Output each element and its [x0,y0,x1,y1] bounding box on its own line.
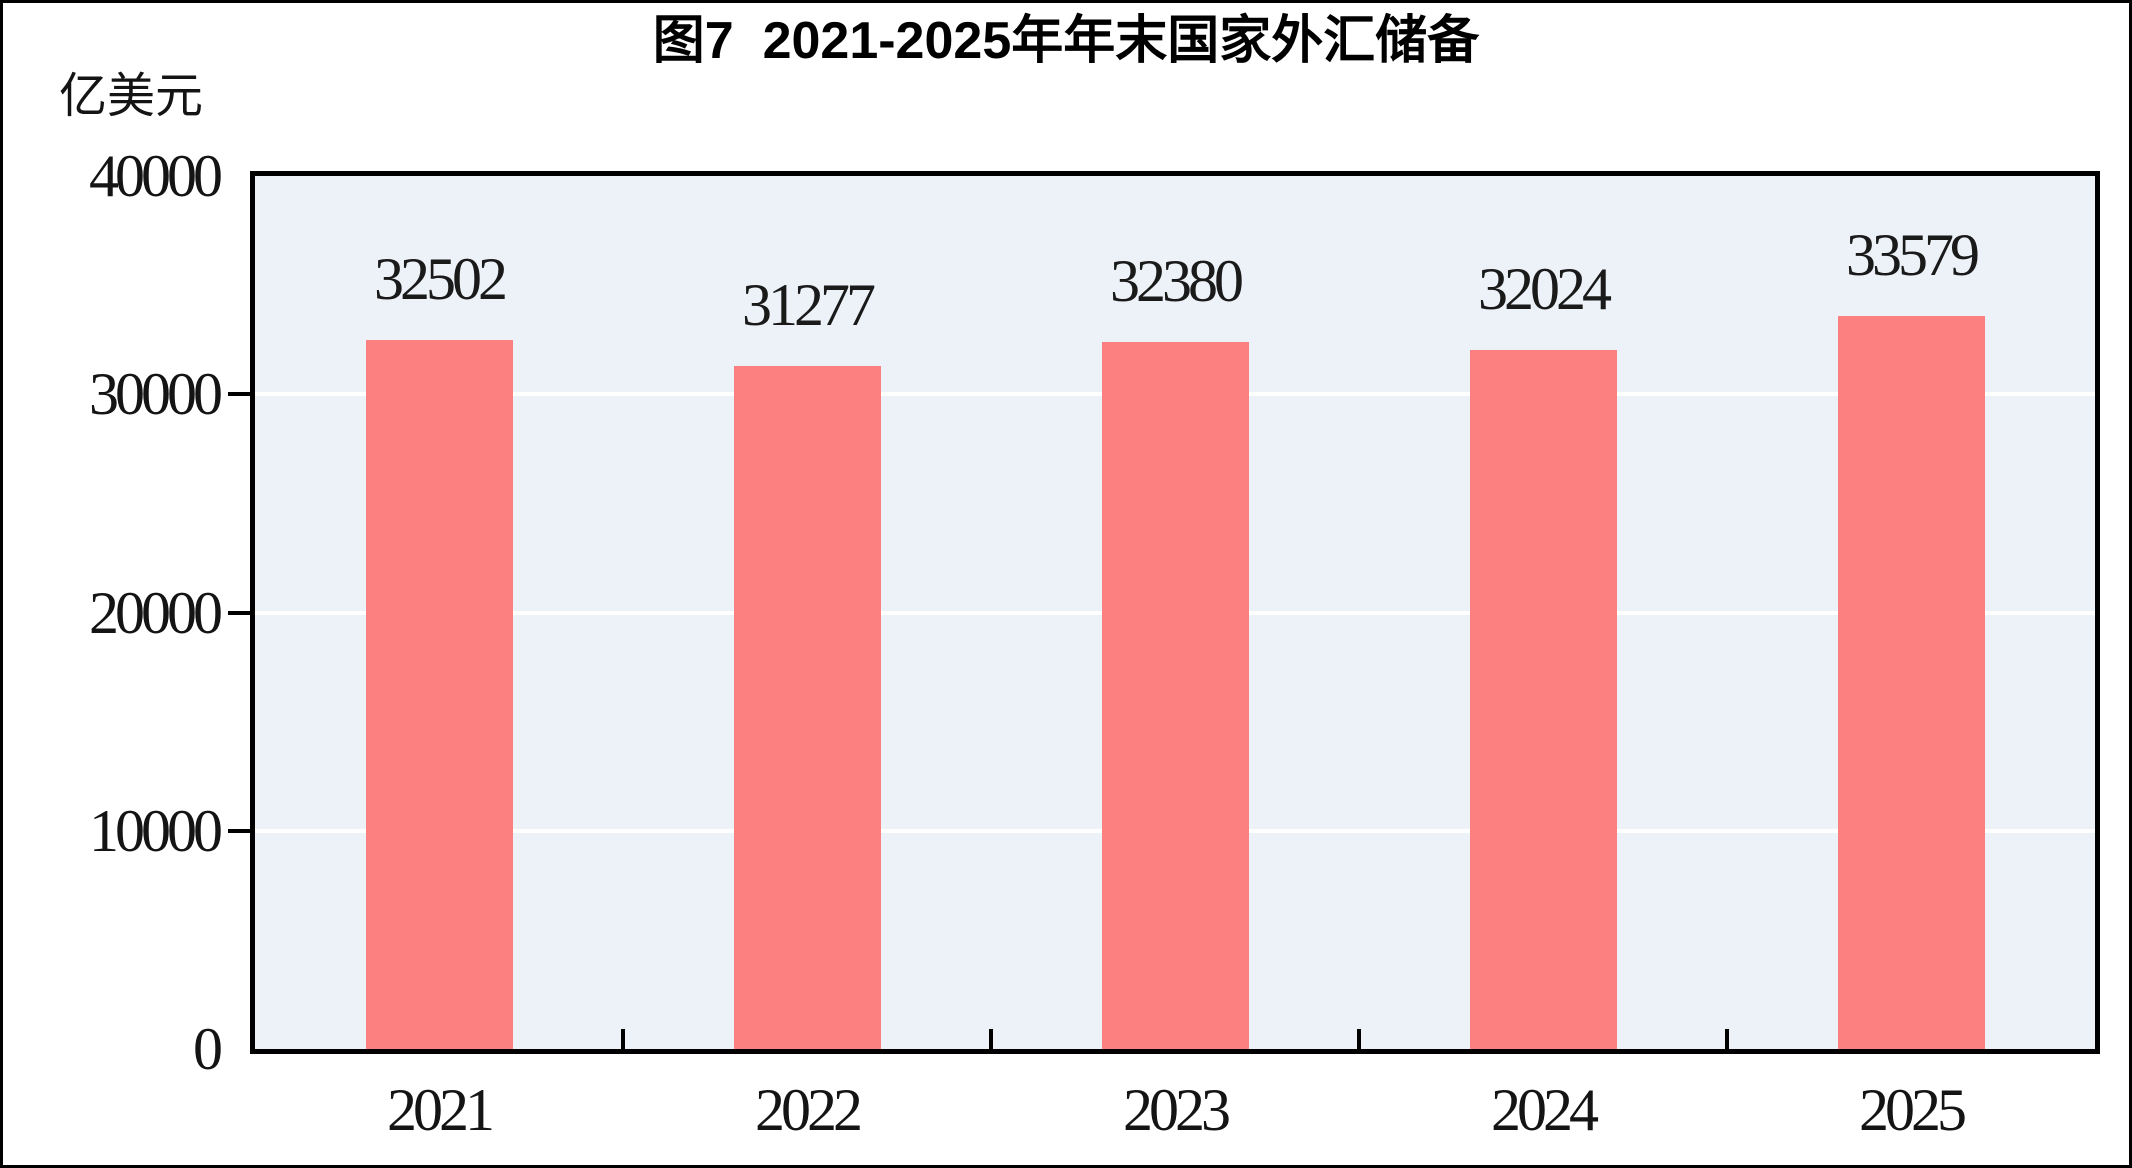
x-axis-tick [989,1029,993,1049]
bar [1101,342,1249,1049]
x-axis-label: 2025 [1859,1077,1967,1143]
bar-value-label: 33579 [1846,222,1980,289]
x-axis-label: 2023 [1123,1077,1231,1143]
y-axis-tick [228,828,250,833]
bar [1469,350,1617,1049]
x-axis-label: 2022 [755,1077,863,1143]
bar-value-label: 32024 [1478,256,1612,323]
x-axis-label: 2021 [387,1077,495,1143]
bar-value-label: 32502 [374,245,508,312]
y-axis-tick-label: 30000 [89,361,223,428]
plot-area: 32502 31277 32380 32024 33579 [250,171,2100,1054]
x-axis-label: 2024 [1491,1077,1599,1143]
bar [1837,316,1985,1049]
x-axis-tick [621,1029,625,1049]
y-axis-tick [228,392,250,397]
bar [733,366,881,1049]
y-axis-tick-label: 0 [193,1016,223,1082]
y-axis-unit-label: 亿美元 [59,70,204,123]
y-axis-tick-label: 40000 [89,143,223,209]
y-axis-tick [228,610,250,615]
bar-value-label: 31277 [742,272,876,339]
y-axis-tick-label: 20000 [89,579,223,646]
bar-value-label: 32380 [1110,248,1244,315]
chart-title: 图7 2021-2025年年末国家外汇储备 [652,12,1480,70]
bar [365,339,513,1049]
plot-inner-area: 32502 31277 32380 32024 33579 [255,176,2095,1049]
x-axis-tick [1725,1029,1729,1049]
y-axis-tick-label: 10000 [89,797,223,864]
x-axis-tick [1357,1029,1361,1049]
